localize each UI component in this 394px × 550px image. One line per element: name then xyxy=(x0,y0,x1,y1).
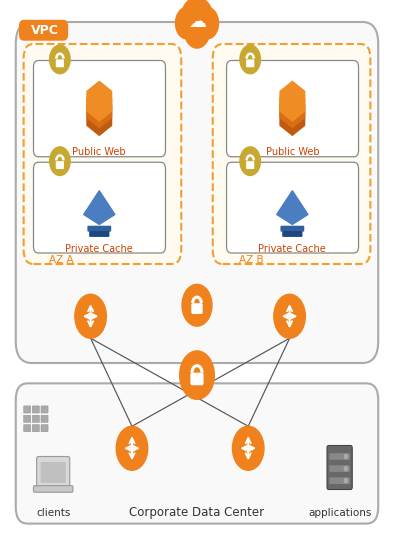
Circle shape xyxy=(182,284,212,326)
Text: Private Cache: Private Cache xyxy=(258,244,326,254)
Circle shape xyxy=(240,147,260,175)
FancyBboxPatch shape xyxy=(16,383,378,524)
Circle shape xyxy=(344,466,348,471)
FancyBboxPatch shape xyxy=(329,477,350,484)
Text: AZ B: AZ B xyxy=(239,255,264,265)
FancyBboxPatch shape xyxy=(41,406,48,413)
FancyBboxPatch shape xyxy=(37,456,70,487)
FancyBboxPatch shape xyxy=(41,425,48,432)
FancyBboxPatch shape xyxy=(191,303,203,314)
Text: applications: applications xyxy=(308,508,371,518)
FancyBboxPatch shape xyxy=(213,44,370,264)
FancyBboxPatch shape xyxy=(190,373,204,385)
FancyBboxPatch shape xyxy=(24,425,31,432)
FancyBboxPatch shape xyxy=(41,415,48,422)
Text: clients: clients xyxy=(36,508,71,518)
FancyBboxPatch shape xyxy=(32,425,39,432)
Polygon shape xyxy=(277,191,308,224)
FancyBboxPatch shape xyxy=(32,406,39,413)
FancyBboxPatch shape xyxy=(16,22,378,363)
FancyBboxPatch shape xyxy=(281,226,304,232)
Circle shape xyxy=(50,45,70,74)
FancyBboxPatch shape xyxy=(33,60,165,157)
FancyBboxPatch shape xyxy=(56,59,64,67)
FancyBboxPatch shape xyxy=(282,231,303,237)
Circle shape xyxy=(240,45,260,74)
Circle shape xyxy=(180,0,214,43)
Text: Corporate Data Center: Corporate Data Center xyxy=(130,506,264,519)
FancyBboxPatch shape xyxy=(41,462,66,483)
Circle shape xyxy=(116,426,148,470)
Circle shape xyxy=(175,7,198,39)
FancyBboxPatch shape xyxy=(87,226,111,232)
Circle shape xyxy=(50,147,70,175)
Polygon shape xyxy=(87,81,112,121)
FancyBboxPatch shape xyxy=(227,60,359,157)
Text: ☁: ☁ xyxy=(188,13,206,31)
Circle shape xyxy=(184,12,210,48)
FancyBboxPatch shape xyxy=(19,20,68,41)
Text: AZ A: AZ A xyxy=(49,255,73,265)
Circle shape xyxy=(196,7,219,39)
Circle shape xyxy=(344,454,348,459)
Text: VPC: VPC xyxy=(31,24,58,37)
Text: Public Web: Public Web xyxy=(266,147,319,157)
Text: Public Web: Public Web xyxy=(72,147,126,157)
FancyBboxPatch shape xyxy=(329,453,350,460)
Polygon shape xyxy=(280,88,305,128)
FancyBboxPatch shape xyxy=(33,162,165,253)
Polygon shape xyxy=(280,81,305,121)
Polygon shape xyxy=(87,96,112,135)
Circle shape xyxy=(232,426,264,470)
FancyBboxPatch shape xyxy=(24,406,31,413)
FancyBboxPatch shape xyxy=(24,44,181,264)
FancyBboxPatch shape xyxy=(24,415,31,422)
FancyBboxPatch shape xyxy=(329,465,350,472)
Circle shape xyxy=(274,294,305,338)
Polygon shape xyxy=(84,191,115,224)
FancyBboxPatch shape xyxy=(246,161,254,169)
FancyBboxPatch shape xyxy=(246,59,254,67)
Polygon shape xyxy=(87,88,112,128)
Circle shape xyxy=(344,478,348,483)
FancyBboxPatch shape xyxy=(227,162,359,253)
Circle shape xyxy=(180,351,214,399)
FancyBboxPatch shape xyxy=(33,486,73,492)
FancyBboxPatch shape xyxy=(89,231,110,237)
FancyBboxPatch shape xyxy=(56,161,64,169)
FancyBboxPatch shape xyxy=(327,446,352,490)
Text: Private Cache: Private Cache xyxy=(65,244,133,254)
Polygon shape xyxy=(280,96,305,135)
Circle shape xyxy=(75,294,106,338)
FancyBboxPatch shape xyxy=(32,415,39,422)
